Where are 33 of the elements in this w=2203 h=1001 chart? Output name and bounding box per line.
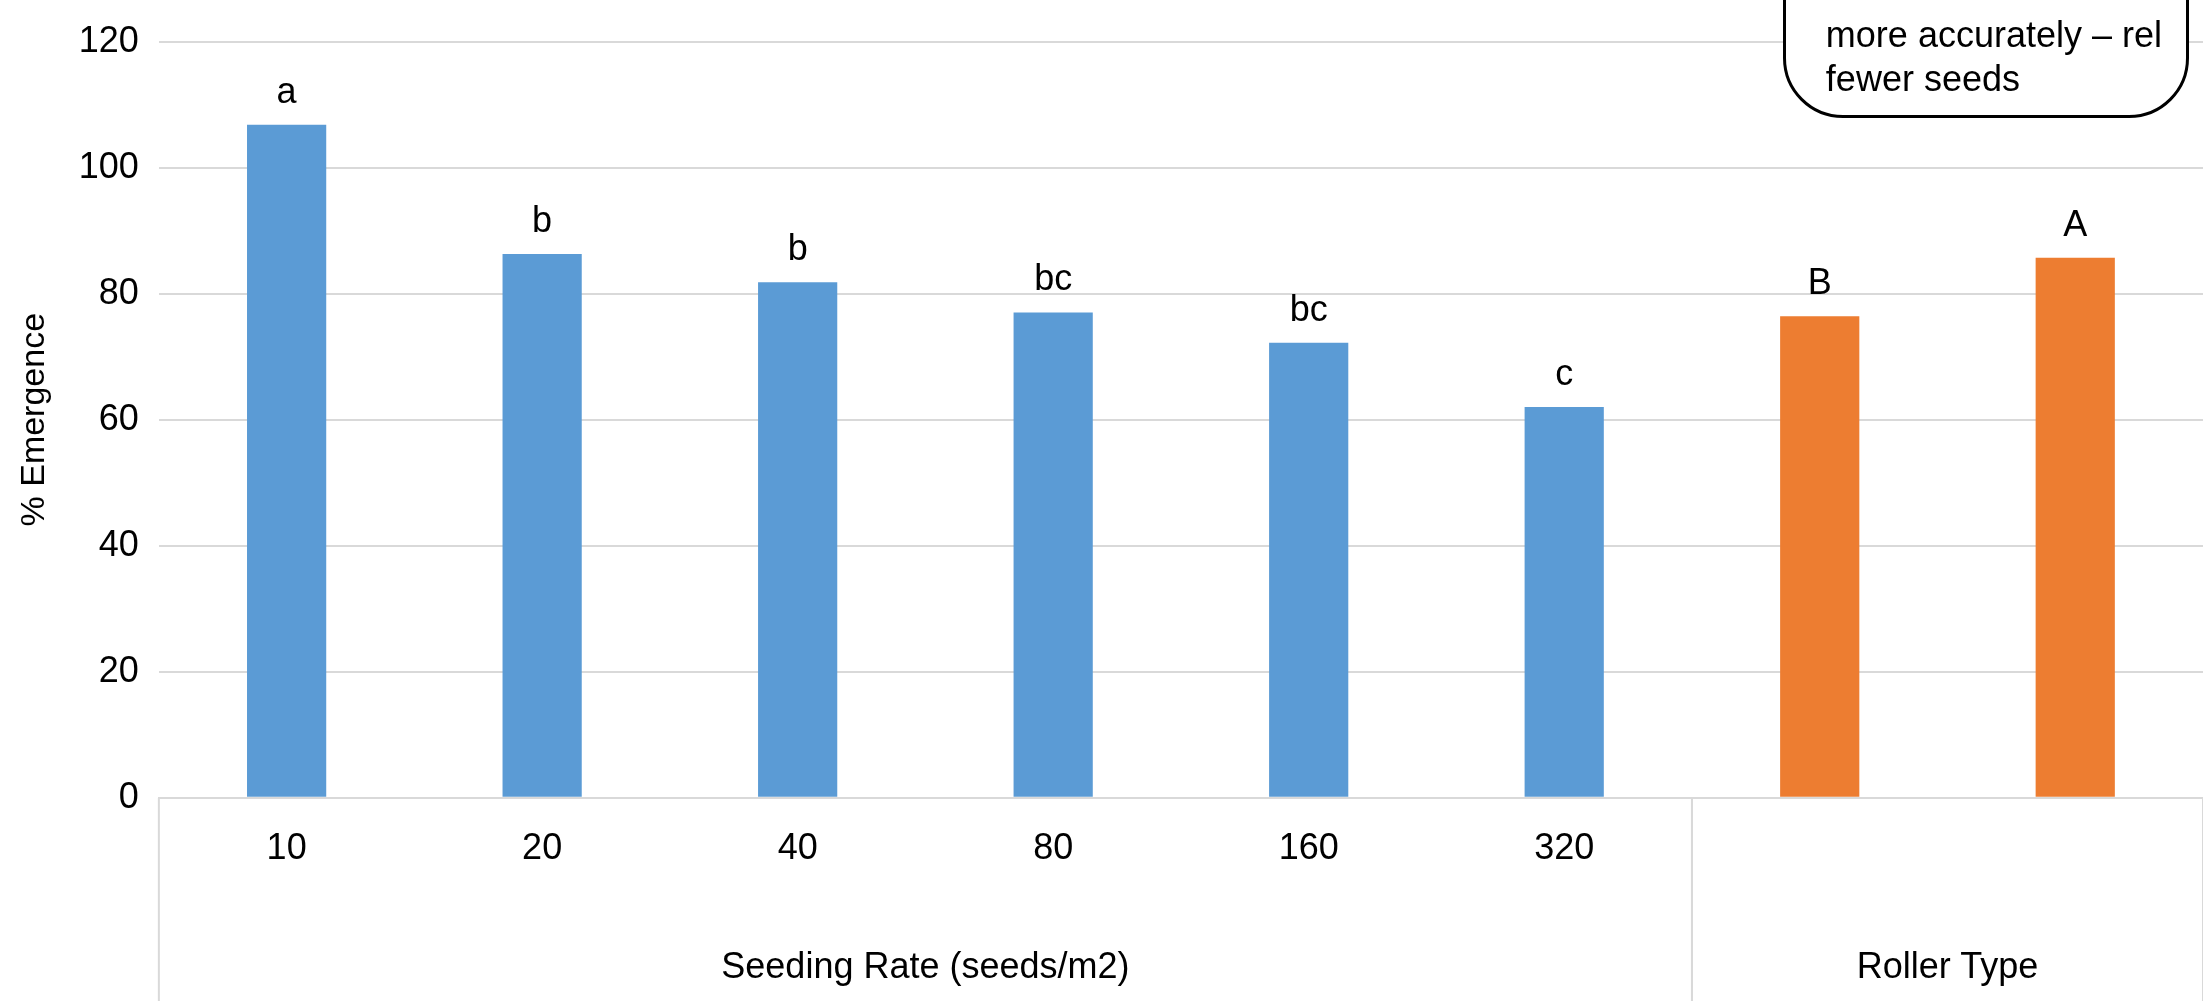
data-label: A [2063,202,2088,244]
x-tick-label: 80 [1033,826,1074,868]
y-tick-label: 0 [118,774,139,816]
bar [1780,316,1860,797]
bar [758,282,838,797]
annotation: more accurately – rel fewer seeds [1782,0,2189,118]
bar [247,124,327,797]
y-tick-label: 40 [98,522,139,564]
bar [1269,342,1349,797]
data-label: b [532,198,553,240]
bar [1524,407,1604,797]
y-tick-label: 80 [98,270,139,312]
x-tick-label: 40 [777,826,818,868]
bar [1013,312,1093,797]
text: Seeding Rate (seeds/m2) [721,944,1130,986]
y-tick-label: 120 [78,18,139,60]
x-tick-label: 10 [266,826,307,868]
bar [2035,257,2115,797]
y-tick-label: 60 [98,396,139,438]
y-tick-label: 20 [98,648,139,690]
data-label: bc [1034,257,1073,299]
data-label: b [787,227,808,269]
y-axis-title: % Emergence [12,312,51,527]
data-label: c [1555,352,1574,394]
x-tick-label: 160 [1278,826,1339,868]
data-label: B [1807,261,1832,303]
y-tick-label: 100 [78,144,139,186]
text: Roller Type [1856,944,2039,986]
x-tick-label: 320 [1534,826,1595,868]
data-label: a [276,69,298,111]
bar [502,253,582,797]
x-tick-label: 20 [522,826,563,868]
data-label: bc [1289,287,1328,329]
